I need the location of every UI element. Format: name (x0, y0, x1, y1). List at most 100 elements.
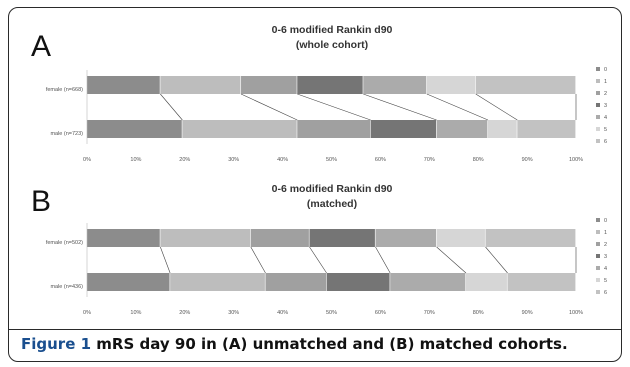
bar-segment (87, 273, 170, 291)
bar-segment (87, 120, 182, 138)
legend-label: 4 (604, 266, 607, 272)
legend-label: 3 (604, 103, 607, 109)
legend: 0 1 2 3 4 5 6 (596, 67, 607, 145)
bar-segment (265, 273, 327, 291)
tick-label: 20% (179, 157, 190, 163)
connector-line (250, 246, 266, 274)
tick-label: 60% (375, 157, 386, 163)
legend-label: 1 (604, 79, 607, 85)
legend-label: 5 (604, 127, 607, 133)
connector-line (485, 246, 508, 274)
legend-swatch (596, 230, 600, 234)
connector-line (160, 93, 183, 121)
category-label: female (n=502) (46, 240, 83, 246)
legend-swatch (596, 290, 600, 294)
bar-segment (160, 229, 251, 247)
connector-line (297, 93, 371, 121)
legend-swatch (596, 218, 600, 222)
tick-label: 30% (228, 310, 239, 316)
panel-label: B (31, 185, 51, 218)
legend-label: 2 (604, 91, 607, 97)
legend-label: 4 (604, 115, 607, 121)
plot-area (86, 223, 577, 297)
tick-label: 0% (83, 310, 91, 316)
bar-segment (436, 120, 488, 138)
legend-swatch (596, 242, 600, 246)
tick-label: 80% (473, 157, 484, 163)
legend-label: 3 (604, 254, 607, 260)
legend-label: 0 (604, 218, 607, 224)
legend-swatch (596, 127, 600, 131)
bar-segment (241, 76, 297, 94)
legend-swatch (596, 139, 600, 143)
legend-swatch (596, 79, 600, 83)
tick-label: 40% (277, 310, 288, 316)
connector-line (475, 93, 518, 121)
legend-swatch (596, 67, 600, 71)
x-axis: 0% 10% 20% 30% 40% 50% 60% 70% 80% 90% 100% (83, 157, 583, 163)
bar-segment (375, 229, 437, 247)
tick-label: 100% (569, 157, 583, 163)
connector-line (375, 246, 391, 274)
chart-subtitle: (matched) (307, 198, 357, 210)
figure-caption: Figure 1 mRS day 90 in (A) unmatched and… (9, 329, 621, 359)
tick-label: 10% (130, 157, 141, 163)
tick-label: 10% (130, 310, 141, 316)
category-label: male (n=723) (50, 131, 83, 137)
caption-label: Figure 1 (21, 335, 92, 353)
connector-line (436, 246, 467, 274)
bar-segment (297, 76, 363, 94)
bar-segment (507, 273, 576, 291)
connector-line (309, 246, 327, 274)
legend-label: 5 (604, 278, 607, 284)
legend-swatch (596, 91, 600, 95)
figure-svg: A 0-6 modified Rankin d90 (whole cohort)… (31, 24, 607, 316)
legend-swatch (596, 103, 600, 107)
panel-label: A (31, 30, 51, 63)
tick-label: 90% (522, 157, 533, 163)
bar-segment (487, 120, 517, 138)
plot-area (86, 70, 577, 144)
bar-segment (87, 229, 160, 247)
bar-segment (170, 273, 265, 291)
bar-segment (465, 273, 507, 291)
tick-label: 80% (473, 310, 484, 316)
tick-label: 50% (326, 310, 337, 316)
bar-segment (426, 76, 476, 94)
connector-line (160, 246, 171, 274)
panel-a: A 0-6 modified Rankin d90 (whole cohort)… (31, 24, 607, 163)
bar-segment (309, 229, 375, 247)
legend-label: 2 (604, 242, 607, 248)
x-axis: 0% 10% 20% 30% 40% 50% 60% 70% 80% 90% 100% (83, 310, 583, 316)
connector-line (363, 93, 437, 121)
bar-segment (370, 120, 437, 138)
tick-label: 20% (179, 310, 190, 316)
legend-label: 6 (604, 139, 607, 145)
tick-label: 70% (424, 310, 435, 316)
tick-label: 0% (83, 157, 91, 163)
panel-b: B 0-6 modified Rankin d90 (matched) fema… (31, 183, 607, 316)
tick-label: 60% (375, 310, 386, 316)
connector-line (240, 93, 298, 121)
chart-title: 0-6 modified Rankin d90 (272, 24, 393, 36)
tick-label: 70% (424, 157, 435, 163)
chart-subtitle: (whole cohort) (296, 39, 368, 51)
caption-text: mRS day 90 in (A) unmatched and (B) matc… (96, 335, 568, 353)
figure-frame: A 0-6 modified Rankin d90 (whole cohort)… (8, 7, 622, 362)
bar-segment (160, 76, 241, 94)
bar-segment (87, 76, 160, 94)
chart-title: 0-6 modified Rankin d90 (272, 183, 393, 195)
legend: 0 1 2 3 4 5 6 (596, 218, 607, 296)
bar-segment (485, 229, 576, 247)
bar-segment (517, 120, 576, 138)
legend-label: 1 (604, 230, 607, 236)
connector-line (426, 93, 489, 121)
bar-segment (250, 229, 309, 247)
legend-label: 0 (604, 67, 607, 73)
bar-segment (436, 229, 485, 247)
tick-label: 100% (569, 310, 583, 316)
legend-swatch (596, 254, 600, 258)
legend-swatch (596, 115, 600, 119)
bar-segment (390, 273, 466, 291)
legend-label: 6 (604, 290, 607, 296)
